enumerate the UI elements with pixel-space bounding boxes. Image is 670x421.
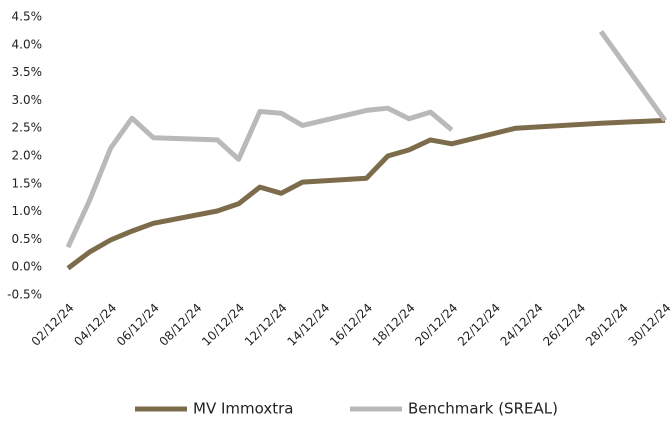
x-tick-label: 26/12/24 [540,301,588,349]
y-tick-label: -0.5% [7,288,42,302]
x-tick-label: 02/12/24 [29,301,77,349]
x-tick-label: 08/12/24 [157,301,205,349]
x-tick-label: 24/12/24 [498,301,546,349]
y-tick-label: 4.5% [12,10,43,24]
x-tick-label: 04/12/24 [71,301,119,349]
series-line [66,117,666,271]
x-tick-label: 14/12/24 [284,301,332,349]
x-tick-label: 06/12/24 [114,301,162,349]
x-tick-label: 16/12/24 [327,301,375,349]
y-tick-label: 1.5% [12,176,43,190]
legend-label: Benchmark (SREAL) [408,400,558,418]
legend-label: MV Immoxtra [193,400,293,418]
y-tick-label: 0.5% [12,232,43,246]
x-tick-label: 20/12/24 [412,301,460,349]
y-tick-label: 1.0% [12,204,43,218]
x-tick-label: 10/12/24 [199,301,247,349]
x-tick-label: 28/12/24 [583,301,631,349]
y-tick-label: 3.0% [12,93,43,107]
y-tick-label: 2.0% [12,149,43,163]
x-tick-label: 22/12/24 [455,301,503,349]
x-tick-label: 18/12/24 [370,301,418,349]
y-tick-label: 0.0% [12,260,43,274]
x-tick-label: 12/12/24 [242,301,290,349]
x-tick-label: 30/12/24 [626,301,670,349]
y-tick-label: 2.5% [12,121,43,135]
y-tick-label: 4.0% [12,37,43,51]
y-tick-label: 3.5% [12,65,43,79]
series-line [65,30,668,249]
